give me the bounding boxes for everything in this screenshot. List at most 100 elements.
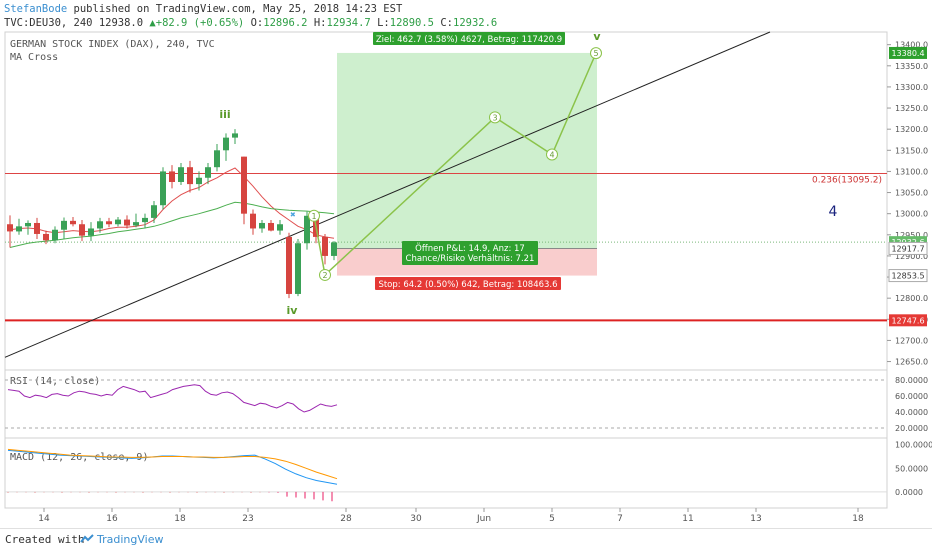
pnl-label: Öffnen P&L: 14.9, Anz: 17 [415,243,525,254]
author-link[interactable]: StefanBode [4,3,68,15]
candle-body [169,171,175,182]
wave-circle-label: 1 [311,212,316,221]
wave-circle-label: 5 [593,49,598,58]
wave-circle-label: 2 [322,271,327,280]
x-tick-label: 14 [38,514,50,524]
x-tick-label: Jun [476,514,491,524]
target-label: Ziel: 462.7 (3.58%) 4627, Betrag: 117420… [376,35,562,45]
x-tick-label: 18 [174,514,186,524]
target-label-bg [373,32,565,45]
low-value: 12890.5 [389,17,435,29]
x-tick-label: 5 [549,514,555,524]
open-label: O: [250,17,264,29]
stop-label-bg [375,277,561,290]
axis-label-stop-bg [888,269,928,283]
candle-body [88,228,94,236]
candle-body [142,217,148,223]
price-axis[interactable]: 13400.0 13350.0 13300.0 13250.0 13200.0 13150… [887,41,928,367]
y-tick-label: 12900.0 [895,252,928,261]
trendline[interactable] [4,31,771,358]
candle-body [43,233,49,241]
y-tick-label: 13200.0 [895,125,928,134]
rsi-tick-label: 60.0000 [895,392,928,401]
candle-body [97,221,103,229]
profit-zone [337,52,597,249]
candle-body [214,150,220,168]
wave-label-iii: iii [219,108,230,121]
candle-body [187,167,193,185]
y-tick-label: 13050.0 [895,189,928,198]
candle-body [124,219,130,226]
candle-body [160,171,166,206]
wave-circle-label: 4 [549,151,554,160]
x-tick-label: 18 [852,514,864,524]
wave-label-iv: iv [287,304,299,317]
axis-label-stop: 12853.5 [891,272,924,281]
candle-body [259,222,265,229]
macd-tick-label: 0.0000 [895,488,923,497]
x-tick-label: 7 [617,514,623,524]
candle-body [151,205,157,218]
rsi-tick-label: 40.0000 [895,408,928,417]
tradingview-brand[interactable]: TradingView [97,533,164,546]
x-tick-label: 30 [410,514,422,524]
indicator-label: MA Cross [10,52,58,63]
candle-body [205,167,211,178]
published-text: published on TradingView.com, May 25, 20… [67,3,403,15]
wave-circle [489,111,501,124]
candle-body [178,167,184,182]
candle-body [79,224,85,236]
last-price: 12938.0 [98,17,144,29]
rsi-tick-label: 80.0000 [895,376,928,385]
wave-circle [590,47,602,60]
candles [7,129,337,299]
axis-label-target: 13380.4 [891,49,924,58]
low-label: L: [377,17,390,29]
candle-body [25,222,31,227]
candle-body [196,177,202,185]
candle-body [277,224,283,231]
macd-pane-border [4,437,888,509]
candle-body [304,215,310,244]
wave-label-v: v [593,30,601,43]
close-label: C: [440,17,453,29]
y-tick-label: 12700.0 [895,336,928,345]
open-value: 12896.2 [263,17,308,29]
wave-circle [319,268,331,281]
candle-body [331,242,337,256]
candle-body [250,213,256,229]
candle-body [115,219,121,225]
axis-label-entry-bg [888,241,928,255]
y-tick-label: 13250.0 [895,104,928,113]
cross-marker: ✖ [290,211,295,221]
candle-body [268,222,274,231]
chart-labels: GERMAN STOCK INDEX (DAX), 240, TVC MA Cro… [10,30,838,317]
up-arrow-icon: ▲ [149,17,156,29]
x-tick-label: 23 [242,514,253,524]
candle-body [322,236,328,256]
axis-label-support-bg [889,314,927,327]
candle-body [133,222,139,226]
y-tick-label: 13000.0 [895,210,928,219]
x-tick-label: 16 [106,514,118,524]
wave-circle-label: 3 [492,113,497,122]
candle-body [286,236,292,294]
time-axis[interactable]: 14 16 18 23 28 30 Jun 5 7 11 13 18 [38,508,864,524]
pnl-label-bg [402,241,538,265]
candle-body [16,226,22,232]
footer: Created with TradingView [0,528,932,551]
ma-slow-line [9,201,335,248]
chart-title: GERMAN STOCK INDEX (DAX), 240, TVC [10,39,215,50]
created-with: Created with [5,533,85,546]
candle-body [232,133,238,138]
tradingview-logo-icon [80,534,94,543]
candle-body [61,220,67,230]
candle-body [70,220,76,225]
high-label: H: [313,17,327,29]
rsi-pane: RSI (14, close) 80.0000 60.0000 40.0000 20.0… [5,376,928,433]
y-tick-label: 13400.0 [895,41,928,50]
rsi-tick-label: 20.0000 [895,424,928,433]
x-tick-label: 11 [682,514,693,524]
rsi-label: RSI (14, close) [10,376,100,387]
